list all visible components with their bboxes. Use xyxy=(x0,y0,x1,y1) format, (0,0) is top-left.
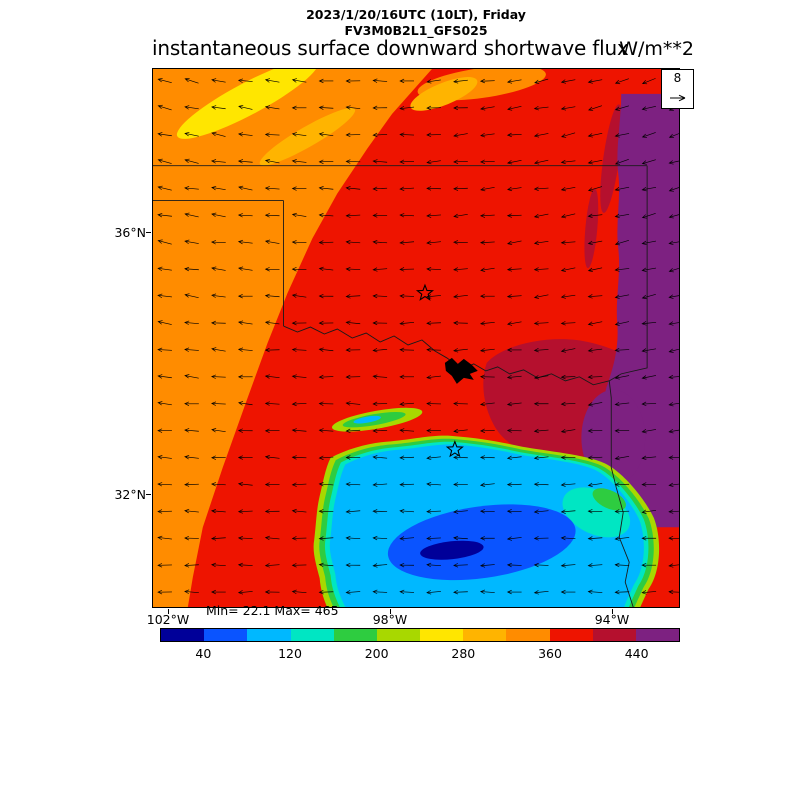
colorbar-segment xyxy=(592,629,636,641)
lat-tick-36n xyxy=(146,232,151,233)
colorbar-tick: 280 xyxy=(451,646,476,661)
model-name: FV3M0B2L1_GFS025 xyxy=(344,23,488,38)
lat-label-32n: 32°N xyxy=(114,487,146,502)
colorbar-segment xyxy=(290,629,334,641)
colorbar-segment xyxy=(420,629,464,641)
colorbar-tick: 360 xyxy=(538,646,562,661)
flux-darkred-streak2 xyxy=(584,188,599,269)
city-star-markers xyxy=(415,283,464,458)
lat-label-36n: 36°N xyxy=(114,225,146,240)
colorbar-segment xyxy=(376,629,421,641)
flux-gold-streak xyxy=(259,108,356,166)
lon-tick-98w xyxy=(390,609,391,614)
colorbar-segment xyxy=(204,629,248,641)
cloud-blue-core xyxy=(387,504,576,581)
colorbar-segment xyxy=(635,629,680,641)
flux-map xyxy=(152,68,680,608)
red-river-border xyxy=(283,325,634,607)
vector-reference-box: 8 xyxy=(661,69,694,109)
colorbar-segment xyxy=(247,629,291,641)
colorbar-segment xyxy=(506,629,550,641)
lon-label-102w: 102°W xyxy=(146,612,190,627)
star-marker-okc xyxy=(415,283,435,301)
plot-title: instantaneous surface downward shortwave… xyxy=(152,36,629,60)
lon-label-94w: 94°W xyxy=(594,612,630,627)
flux-gold-streak-right xyxy=(410,77,478,111)
lon-label-98w: 98°W xyxy=(372,612,408,627)
colorbar-tick: 120 xyxy=(278,646,302,661)
lake-texoma-blob xyxy=(444,357,478,384)
colorbar-segment xyxy=(463,629,507,641)
star-marker-dfw xyxy=(445,440,464,458)
colorbar-tick: 200 xyxy=(364,646,389,661)
state-borders xyxy=(153,165,648,382)
flux-yellow-streak xyxy=(176,69,319,139)
lon-tick-102w xyxy=(168,609,169,614)
units-label: W/m**2 xyxy=(619,38,694,60)
colorbar-tick: 40 xyxy=(195,646,212,661)
colorbar xyxy=(160,628,680,642)
minmax-stats: Min= 22.1 Max= 465 xyxy=(206,603,339,618)
colorbar-segment xyxy=(161,629,205,641)
colorbar-tick-labels: 40 120 200 280 360 440 xyxy=(160,646,680,662)
colorbar-tick: 440 xyxy=(624,646,649,661)
colorbar-segment xyxy=(333,629,377,641)
cloud-navy-streak xyxy=(420,540,484,560)
flux-darkred-streak xyxy=(600,104,623,213)
cloud-streak-west-cyan xyxy=(353,415,381,424)
lat-tick-32n xyxy=(146,494,151,495)
vector-reference-arrow-icon xyxy=(669,94,685,102)
valid-time: 2023/1/20/16UTC (10LT), Friday xyxy=(306,7,526,22)
lon-tick-94w xyxy=(612,609,613,614)
flux-field-svg xyxy=(153,69,679,607)
flux-orange-region xyxy=(153,69,432,607)
vector-reference-value: 8 xyxy=(673,71,682,85)
wind-vectors xyxy=(157,77,679,595)
colorbar-segment xyxy=(549,629,593,641)
